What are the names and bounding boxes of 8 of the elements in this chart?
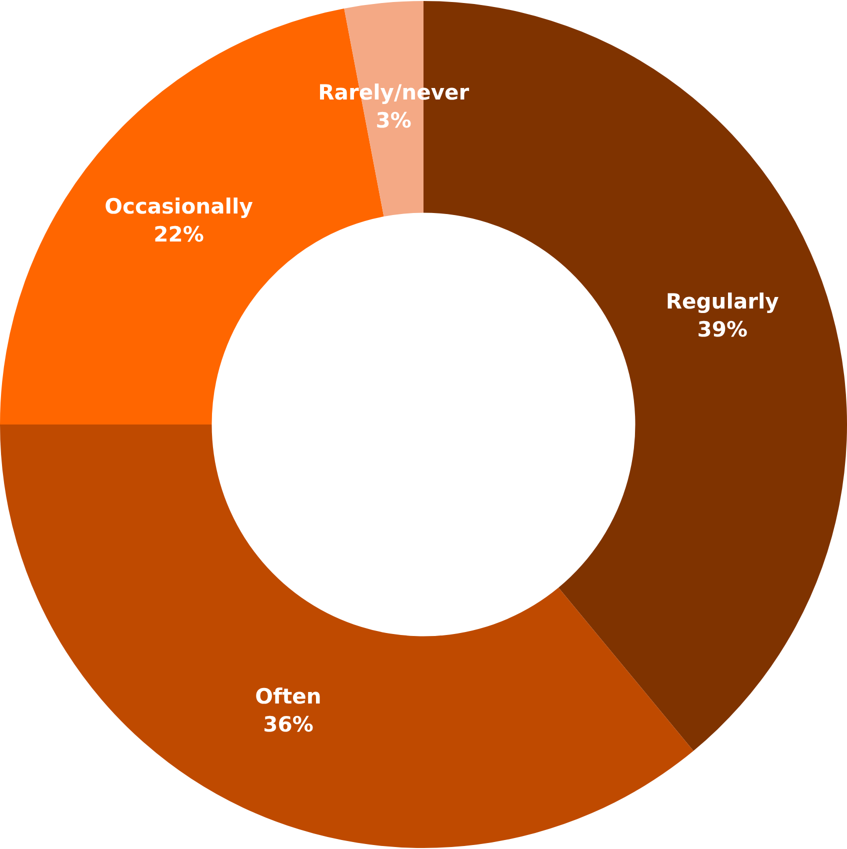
- slice-label: Rarely/never: [318, 80, 470, 105]
- data-label: 39%: [697, 317, 748, 342]
- data-label: 36%: [263, 712, 314, 736]
- data-label: 22%: [154, 222, 204, 246]
- slice-label: Regularly: [666, 289, 780, 314]
- slice-label: Occasionally: [104, 194, 254, 218]
- data-label: 3%: [376, 108, 412, 133]
- slice-label: Often: [255, 684, 322, 708]
